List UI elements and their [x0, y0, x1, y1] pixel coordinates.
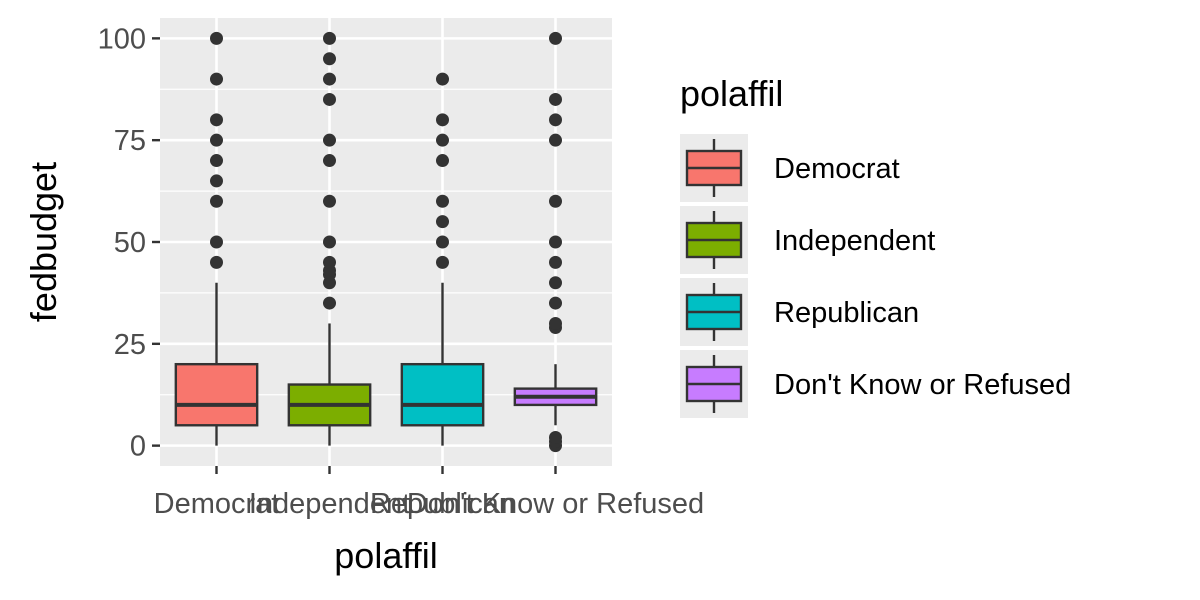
y-tick-label: 25	[114, 329, 146, 361]
outlier-point	[549, 276, 562, 290]
outlier-point	[210, 154, 223, 168]
outlier-point	[323, 235, 336, 249]
legend-title: polaffil	[680, 73, 783, 114]
outlier-point	[549, 194, 562, 208]
x-tick-label: Don't Know or Refused	[407, 488, 704, 520]
outlier-point	[210, 255, 223, 269]
outlier-point	[210, 174, 223, 188]
x-tick-label: Republican	[370, 488, 515, 520]
y-tick-label: 50	[114, 227, 146, 259]
outlier-point	[436, 154, 449, 168]
outlier-point	[323, 92, 336, 106]
box-layer	[174, 31, 598, 453]
outlier-point	[436, 113, 449, 127]
legend-label: Democrat	[774, 153, 900, 185]
outlier-point	[549, 31, 562, 45]
outlier-point	[436, 235, 449, 249]
outlier-point	[210, 133, 223, 147]
box-4	[513, 31, 598, 453]
outlier-point	[549, 92, 562, 106]
legend-label: Independent	[774, 225, 935, 257]
outlier-point	[549, 235, 562, 249]
outlier-point	[549, 316, 562, 330]
outlier-point	[549, 113, 562, 127]
outlier-point	[436, 194, 449, 208]
outlier-point	[436, 133, 449, 147]
box-2	[287, 31, 372, 446]
outlier-point	[210, 235, 223, 249]
legend-item: Don't Know or Refused	[680, 350, 1071, 418]
y-tick-label: 0	[130, 431, 146, 463]
legend: polaffil Democrat Independent Republican Do…	[680, 73, 1071, 418]
outlier-point	[323, 133, 336, 147]
x-tick-label: Democrat	[154, 488, 280, 520]
outlier-point	[210, 31, 223, 45]
outlier-point	[323, 194, 336, 208]
outlier-point	[323, 154, 336, 168]
outlier-point	[436, 72, 449, 86]
outlier-point	[436, 215, 449, 229]
legend-item: Independent	[680, 206, 935, 274]
legend-item: Democrat	[680, 134, 900, 202]
outlier-point	[549, 430, 562, 444]
outlier-point	[210, 113, 223, 127]
outlier-point	[549, 296, 562, 310]
y-axis-title: fedbudget	[23, 162, 64, 322]
legend-items: Democrat Independent Republican Don't Know …	[680, 134, 1071, 418]
x-tick-label: Independent	[249, 488, 410, 520]
outlier-point	[210, 194, 223, 208]
legend-item: Republican	[680, 278, 919, 346]
y-tick-label: 75	[114, 125, 146, 157]
x-axis-title: polaffil	[334, 535, 437, 576]
iqr-box	[400, 362, 485, 427]
outlier-point	[323, 255, 336, 269]
outlier-point	[323, 31, 336, 45]
outlier-point	[323, 72, 336, 86]
legend-label: Don't Know or Refused	[774, 369, 1071, 401]
outlier-point	[549, 255, 562, 269]
outlier-point	[549, 133, 562, 147]
iqr-box	[174, 362, 259, 427]
outlier-point	[323, 296, 336, 310]
outlier-point	[323, 52, 336, 66]
y-axis-ticks: 0 25 50 75 100	[98, 23, 160, 463]
outlier-point	[436, 255, 449, 269]
outlier-point	[210, 72, 223, 86]
box-1	[174, 31, 259, 446]
y-tick-label: 100	[98, 23, 146, 55]
box-3	[400, 72, 485, 446]
legend-label: Republican	[774, 297, 919, 329]
